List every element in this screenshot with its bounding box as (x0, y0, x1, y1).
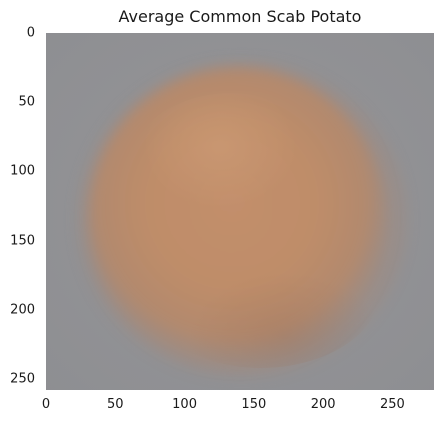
x-tick-label: 0 (41, 397, 51, 412)
image-plot-area (46, 33, 434, 390)
figure-title: Average Common Scab Potato (118, 7, 362, 26)
y-tick-label: 150 (10, 233, 35, 249)
x-tick-label: 200 (310, 397, 336, 412)
x-tick-label: 50 (107, 397, 124, 412)
potato-image (46, 33, 434, 390)
x-tick-label: 100 (172, 397, 197, 412)
x-tick-label: 250 (380, 397, 405, 412)
y-tick-label: 50 (18, 94, 35, 110)
y-tick-label: 250 (10, 371, 35, 387)
x-tick-label: 150 (241, 397, 267, 412)
potato-shadow (141, 208, 381, 368)
y-tick-label: 0 (26, 25, 35, 41)
y-tick-label: 200 (10, 302, 35, 318)
y-tick-label: 100 (10, 163, 35, 179)
